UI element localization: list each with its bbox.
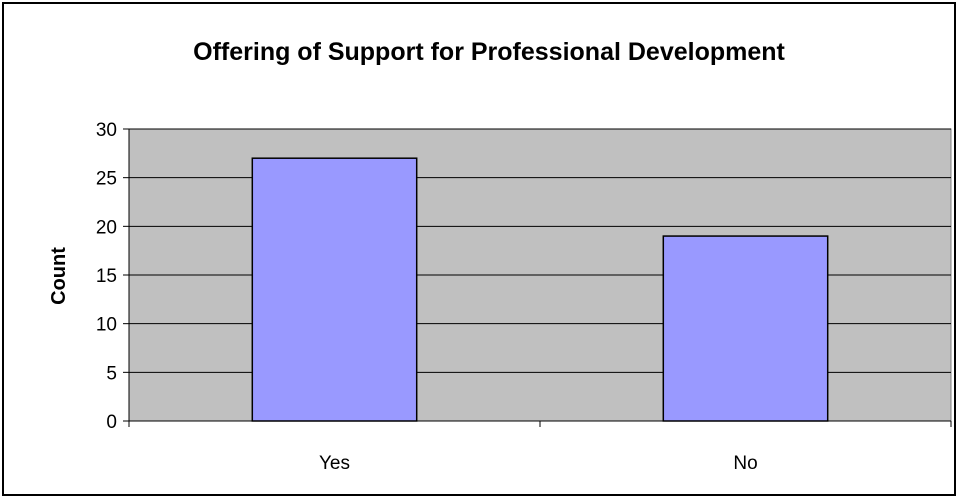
y-tick-label: 25 bbox=[96, 169, 117, 190]
y-tick-label: 0 bbox=[106, 412, 117, 433]
bar-no bbox=[662, 235, 829, 422]
y-tick-label: 10 bbox=[96, 315, 117, 336]
y-tick-label: 20 bbox=[96, 217, 117, 238]
x-tick-label: Yes bbox=[319, 453, 350, 474]
y-tick-label: 15 bbox=[96, 266, 117, 287]
chart-title: Offering of Support for Professional Dev… bbox=[193, 38, 785, 66]
y-tick-label: 5 bbox=[106, 363, 117, 384]
y-tick-label: 30 bbox=[96, 120, 117, 141]
y-axis-label: Count bbox=[48, 247, 70, 305]
x-tick-label: No bbox=[733, 453, 757, 474]
bar-yes bbox=[251, 157, 418, 422]
plot-area: 0 5 10 15 20 25 30 Yes No bbox=[96, 120, 952, 474]
